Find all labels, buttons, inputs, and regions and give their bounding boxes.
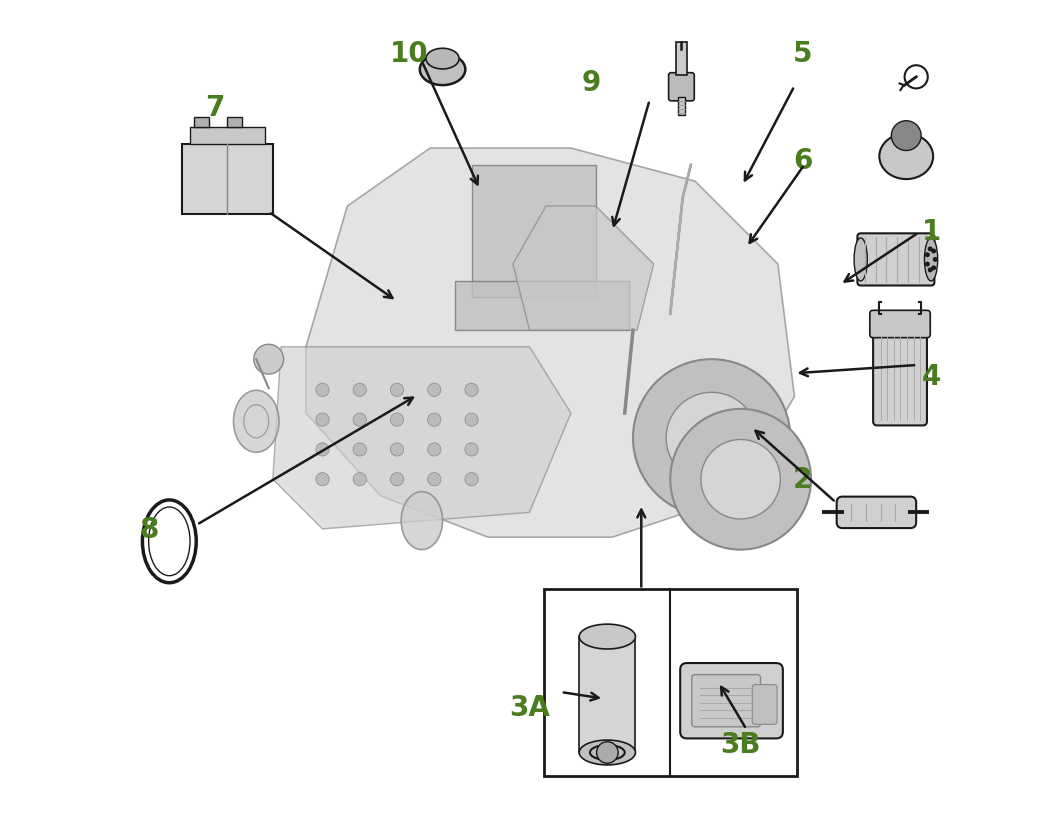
Circle shape xyxy=(428,473,441,486)
Circle shape xyxy=(892,122,921,151)
Ellipse shape xyxy=(244,405,269,438)
Ellipse shape xyxy=(879,134,933,179)
Ellipse shape xyxy=(579,740,635,765)
Bar xyxy=(182,145,273,215)
Circle shape xyxy=(928,268,933,273)
Ellipse shape xyxy=(426,50,460,70)
Circle shape xyxy=(931,266,936,271)
Circle shape xyxy=(666,393,757,484)
FancyBboxPatch shape xyxy=(692,675,760,727)
Text: 4: 4 xyxy=(921,362,940,390)
Circle shape xyxy=(931,249,936,254)
Circle shape xyxy=(670,409,811,550)
Text: 1: 1 xyxy=(921,218,940,246)
Circle shape xyxy=(353,414,366,427)
Ellipse shape xyxy=(419,55,465,86)
FancyBboxPatch shape xyxy=(873,331,927,426)
Circle shape xyxy=(596,742,618,763)
Bar xyxy=(190,128,265,145)
FancyBboxPatch shape xyxy=(668,74,695,102)
Circle shape xyxy=(428,384,441,397)
FancyBboxPatch shape xyxy=(869,311,930,338)
Ellipse shape xyxy=(233,391,279,453)
Text: 5: 5 xyxy=(793,40,812,68)
Polygon shape xyxy=(471,165,596,298)
FancyBboxPatch shape xyxy=(837,497,916,528)
Ellipse shape xyxy=(579,624,635,649)
FancyBboxPatch shape xyxy=(858,234,934,286)
Text: 9: 9 xyxy=(582,69,602,97)
Circle shape xyxy=(391,443,403,457)
Circle shape xyxy=(353,384,366,397)
Ellipse shape xyxy=(854,238,867,281)
Circle shape xyxy=(391,473,403,486)
Circle shape xyxy=(465,473,479,486)
Text: 8: 8 xyxy=(139,515,158,543)
Text: 3A: 3A xyxy=(509,693,550,721)
Bar xyxy=(544,590,797,776)
Circle shape xyxy=(428,414,441,427)
FancyBboxPatch shape xyxy=(752,685,777,724)
Bar xyxy=(676,43,687,76)
Polygon shape xyxy=(455,281,629,331)
Circle shape xyxy=(254,345,284,375)
Circle shape xyxy=(428,443,441,457)
FancyBboxPatch shape xyxy=(680,663,783,739)
Circle shape xyxy=(316,443,329,457)
Circle shape xyxy=(465,414,479,427)
Bar xyxy=(228,118,243,128)
Circle shape xyxy=(391,384,403,397)
Circle shape xyxy=(316,414,329,427)
Circle shape xyxy=(633,360,790,517)
Bar xyxy=(678,98,685,116)
Bar xyxy=(579,637,635,753)
Ellipse shape xyxy=(925,238,937,281)
Text: 10: 10 xyxy=(390,40,429,68)
Circle shape xyxy=(316,384,329,397)
Circle shape xyxy=(701,440,780,519)
Circle shape xyxy=(353,473,366,486)
Circle shape xyxy=(928,247,933,252)
Circle shape xyxy=(316,473,329,486)
Bar xyxy=(194,118,209,128)
Circle shape xyxy=(465,384,479,397)
Text: 7: 7 xyxy=(205,93,225,122)
Circle shape xyxy=(933,257,937,263)
Polygon shape xyxy=(513,207,653,331)
Circle shape xyxy=(353,443,366,457)
Polygon shape xyxy=(273,347,571,529)
Text: 3B: 3B xyxy=(720,730,760,758)
Circle shape xyxy=(925,262,930,267)
Circle shape xyxy=(391,414,403,427)
Text: 6: 6 xyxy=(793,147,812,175)
Polygon shape xyxy=(306,149,794,538)
Ellipse shape xyxy=(401,492,443,550)
Text: 2: 2 xyxy=(793,466,812,494)
Circle shape xyxy=(925,253,930,258)
Circle shape xyxy=(465,443,479,457)
